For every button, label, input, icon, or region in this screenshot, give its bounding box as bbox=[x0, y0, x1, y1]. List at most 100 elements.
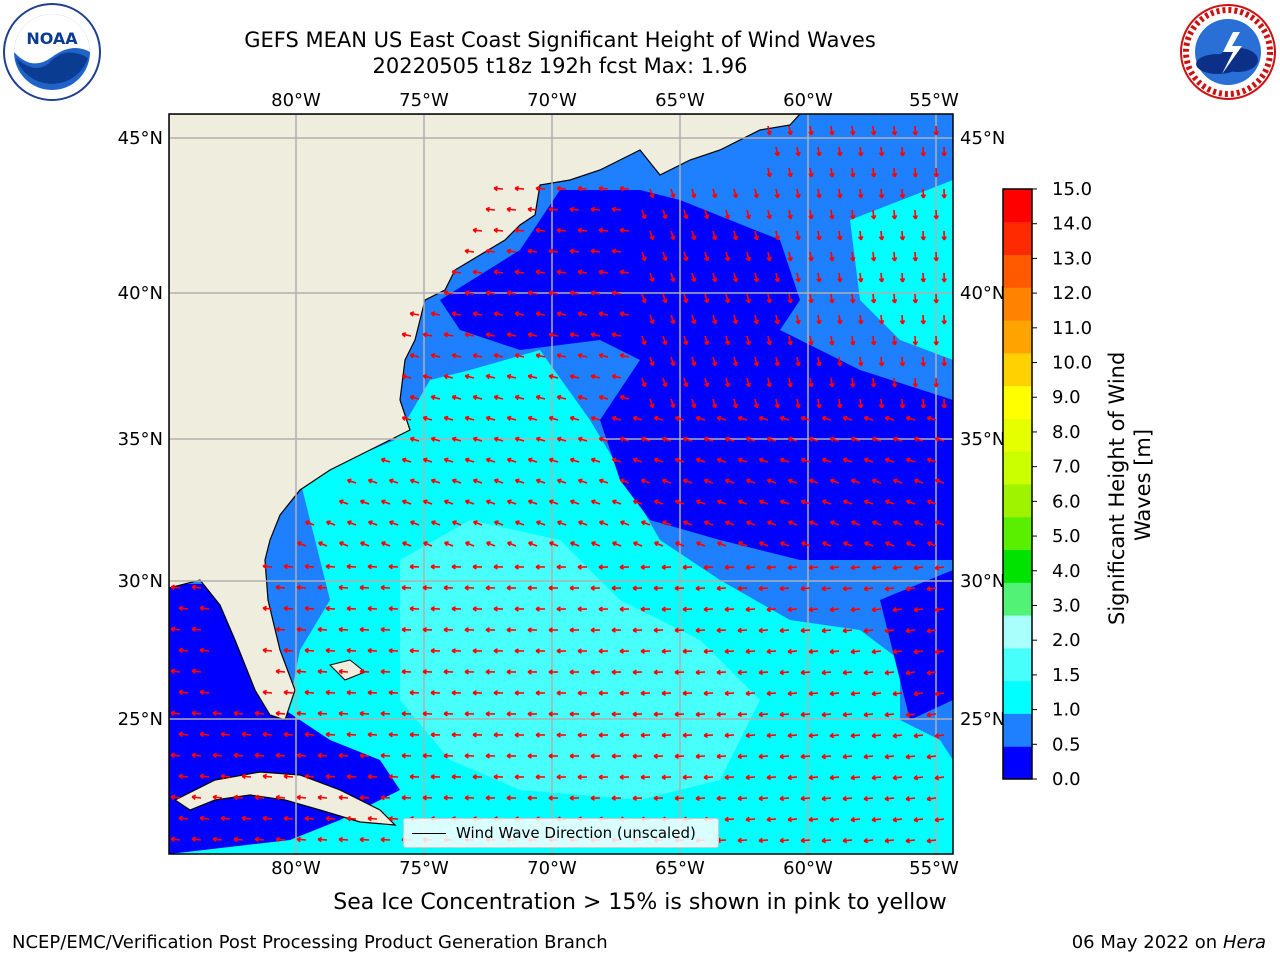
wind-arrow-head bbox=[892, 817, 898, 823]
wind-arrow-head bbox=[774, 361, 780, 367]
wind-arrow-head bbox=[920, 278, 927, 283]
wind-arrow-head bbox=[850, 564, 856, 571]
colorbar-tick-label: 14.0 bbox=[1052, 214, 1092, 235]
wind-arrow-head bbox=[409, 478, 415, 484]
wind-arrow-head bbox=[548, 206, 553, 213]
wind-arrow-head bbox=[548, 711, 553, 717]
wind-arrow-head bbox=[913, 565, 919, 571]
wind-arrow-head bbox=[409, 689, 414, 696]
wind-arrow-head bbox=[359, 752, 364, 759]
wind-arrow-head bbox=[724, 520, 730, 526]
wind-arrow-head bbox=[926, 457, 932, 463]
wind-arrow-head bbox=[716, 415, 722, 421]
wind-arrow-head bbox=[619, 690, 624, 696]
wind-arrow-head bbox=[632, 585, 637, 591]
wind-arrow-head bbox=[745, 256, 752, 262]
wind-arrow-head bbox=[409, 520, 415, 526]
wind-arrow-head bbox=[899, 278, 906, 283]
wind-arrow-head bbox=[829, 382, 835, 388]
wind-arrow-head bbox=[766, 298, 772, 304]
wind-arrow-head bbox=[401, 668, 406, 675]
lat-label-right: 40°N bbox=[960, 283, 1005, 304]
wind-arrow-head bbox=[800, 627, 805, 634]
wind-arrow-head bbox=[800, 753, 805, 760]
wind-arrow-head bbox=[283, 815, 288, 822]
wind-arrow-head bbox=[724, 648, 729, 655]
wind-arrow-head bbox=[556, 311, 562, 317]
wind-arrow-head bbox=[598, 352, 604, 359]
wind-arrow-head bbox=[850, 256, 856, 262]
wind-arrow-head bbox=[611, 753, 616, 759]
wind-arrow-head bbox=[283, 605, 288, 612]
wind-arrow-head bbox=[808, 606, 813, 613]
wind-arrow-head bbox=[548, 795, 553, 801]
wind-arrow-head bbox=[724, 606, 729, 613]
wind-arrow-head bbox=[737, 627, 742, 634]
wind-arrow-head bbox=[920, 320, 927, 325]
wind-arrow-head bbox=[724, 256, 731, 262]
wind-arrow-head bbox=[380, 457, 386, 463]
colorbar-swatch bbox=[1003, 647, 1032, 682]
wind-arrow-head bbox=[262, 815, 267, 822]
wind-arrow-head bbox=[535, 690, 540, 696]
wind-arrow-head bbox=[556, 520, 562, 526]
wind-arrow-head bbox=[422, 795, 427, 801]
wind-arrow-head bbox=[787, 520, 793, 526]
wind-arrow-head bbox=[535, 394, 541, 401]
wind-arrow-head bbox=[535, 436, 541, 442]
wind-arrow-head bbox=[548, 332, 554, 338]
wind-arrow-head bbox=[704, 214, 710, 220]
wind-arrow-head bbox=[485, 585, 490, 591]
wind-arrow-head bbox=[304, 520, 310, 526]
wind-arrow-head bbox=[556, 774, 561, 780]
wind-arrow-head bbox=[732, 403, 739, 409]
wind-arrow-head bbox=[556, 436, 562, 442]
wind-arrow-head bbox=[821, 627, 826, 634]
wind-arrow-head bbox=[191, 584, 197, 591]
lon-label-bottom: 70°W bbox=[527, 858, 577, 879]
wind-arrow-head bbox=[716, 627, 721, 634]
wind-arrow-head bbox=[598, 436, 604, 442]
colorbar-tick-label: 6.0 bbox=[1052, 491, 1081, 512]
wind-arrow-head bbox=[745, 606, 750, 613]
wind-arrow-head bbox=[611, 499, 617, 505]
wind-arrow-head bbox=[619, 564, 624, 570]
wind-arrow-head bbox=[359, 668, 364, 675]
wind-arrow-head bbox=[275, 752, 280, 759]
wind-arrow-head bbox=[800, 711, 805, 718]
wind-arrow-head bbox=[506, 206, 511, 213]
wind-arrow-head bbox=[422, 499, 428, 505]
wind-arrow-head bbox=[766, 690, 771, 697]
wind-arrow-head bbox=[514, 774, 519, 780]
wind-arrow-head bbox=[829, 520, 835, 526]
wind-arrow-head bbox=[535, 606, 540, 612]
wind-arrow-head bbox=[233, 752, 239, 759]
wind-arrow-head bbox=[170, 626, 176, 632]
wind-arrow-head bbox=[212, 752, 218, 759]
wind-arrow-head bbox=[191, 668, 197, 675]
wind-arrow-head bbox=[800, 795, 805, 802]
wind-arrow-head bbox=[283, 563, 288, 570]
wind-arrow-head bbox=[787, 256, 793, 262]
wind-arrow-head bbox=[661, 648, 666, 654]
wind-arrow-head bbox=[220, 815, 226, 822]
wind-arrow-head bbox=[745, 382, 752, 388]
wind-arrow-head bbox=[590, 415, 596, 421]
wind-arrow-head bbox=[821, 499, 827, 505]
colorbar: 0.0 0.5 1.0 1.5 2.0 3.0 4.0 5.0 6.0 7.0 8.0 9.0 10.0… bbox=[1002, 179, 1092, 790]
wind-arrow-head bbox=[843, 541, 848, 547]
wind-arrow-head bbox=[430, 394, 436, 401]
wind-arrow-head bbox=[787, 690, 792, 697]
wind-arrow-head bbox=[514, 732, 519, 738]
wind-arrow-head bbox=[682, 732, 687, 739]
wind-arrow-head bbox=[380, 499, 386, 505]
wind-arrow-head bbox=[850, 214, 856, 220]
wind-arrow-head bbox=[401, 710, 406, 717]
wind-arrow-head bbox=[913, 691, 919, 697]
wind-arrow-head bbox=[884, 585, 890, 592]
wind-arrow-head bbox=[275, 836, 280, 843]
wind-arrow-head bbox=[695, 795, 700, 802]
colorbar-swatch bbox=[1003, 615, 1032, 649]
wind-arrow-head bbox=[472, 564, 477, 570]
wind-arrow-head bbox=[941, 278, 947, 283]
